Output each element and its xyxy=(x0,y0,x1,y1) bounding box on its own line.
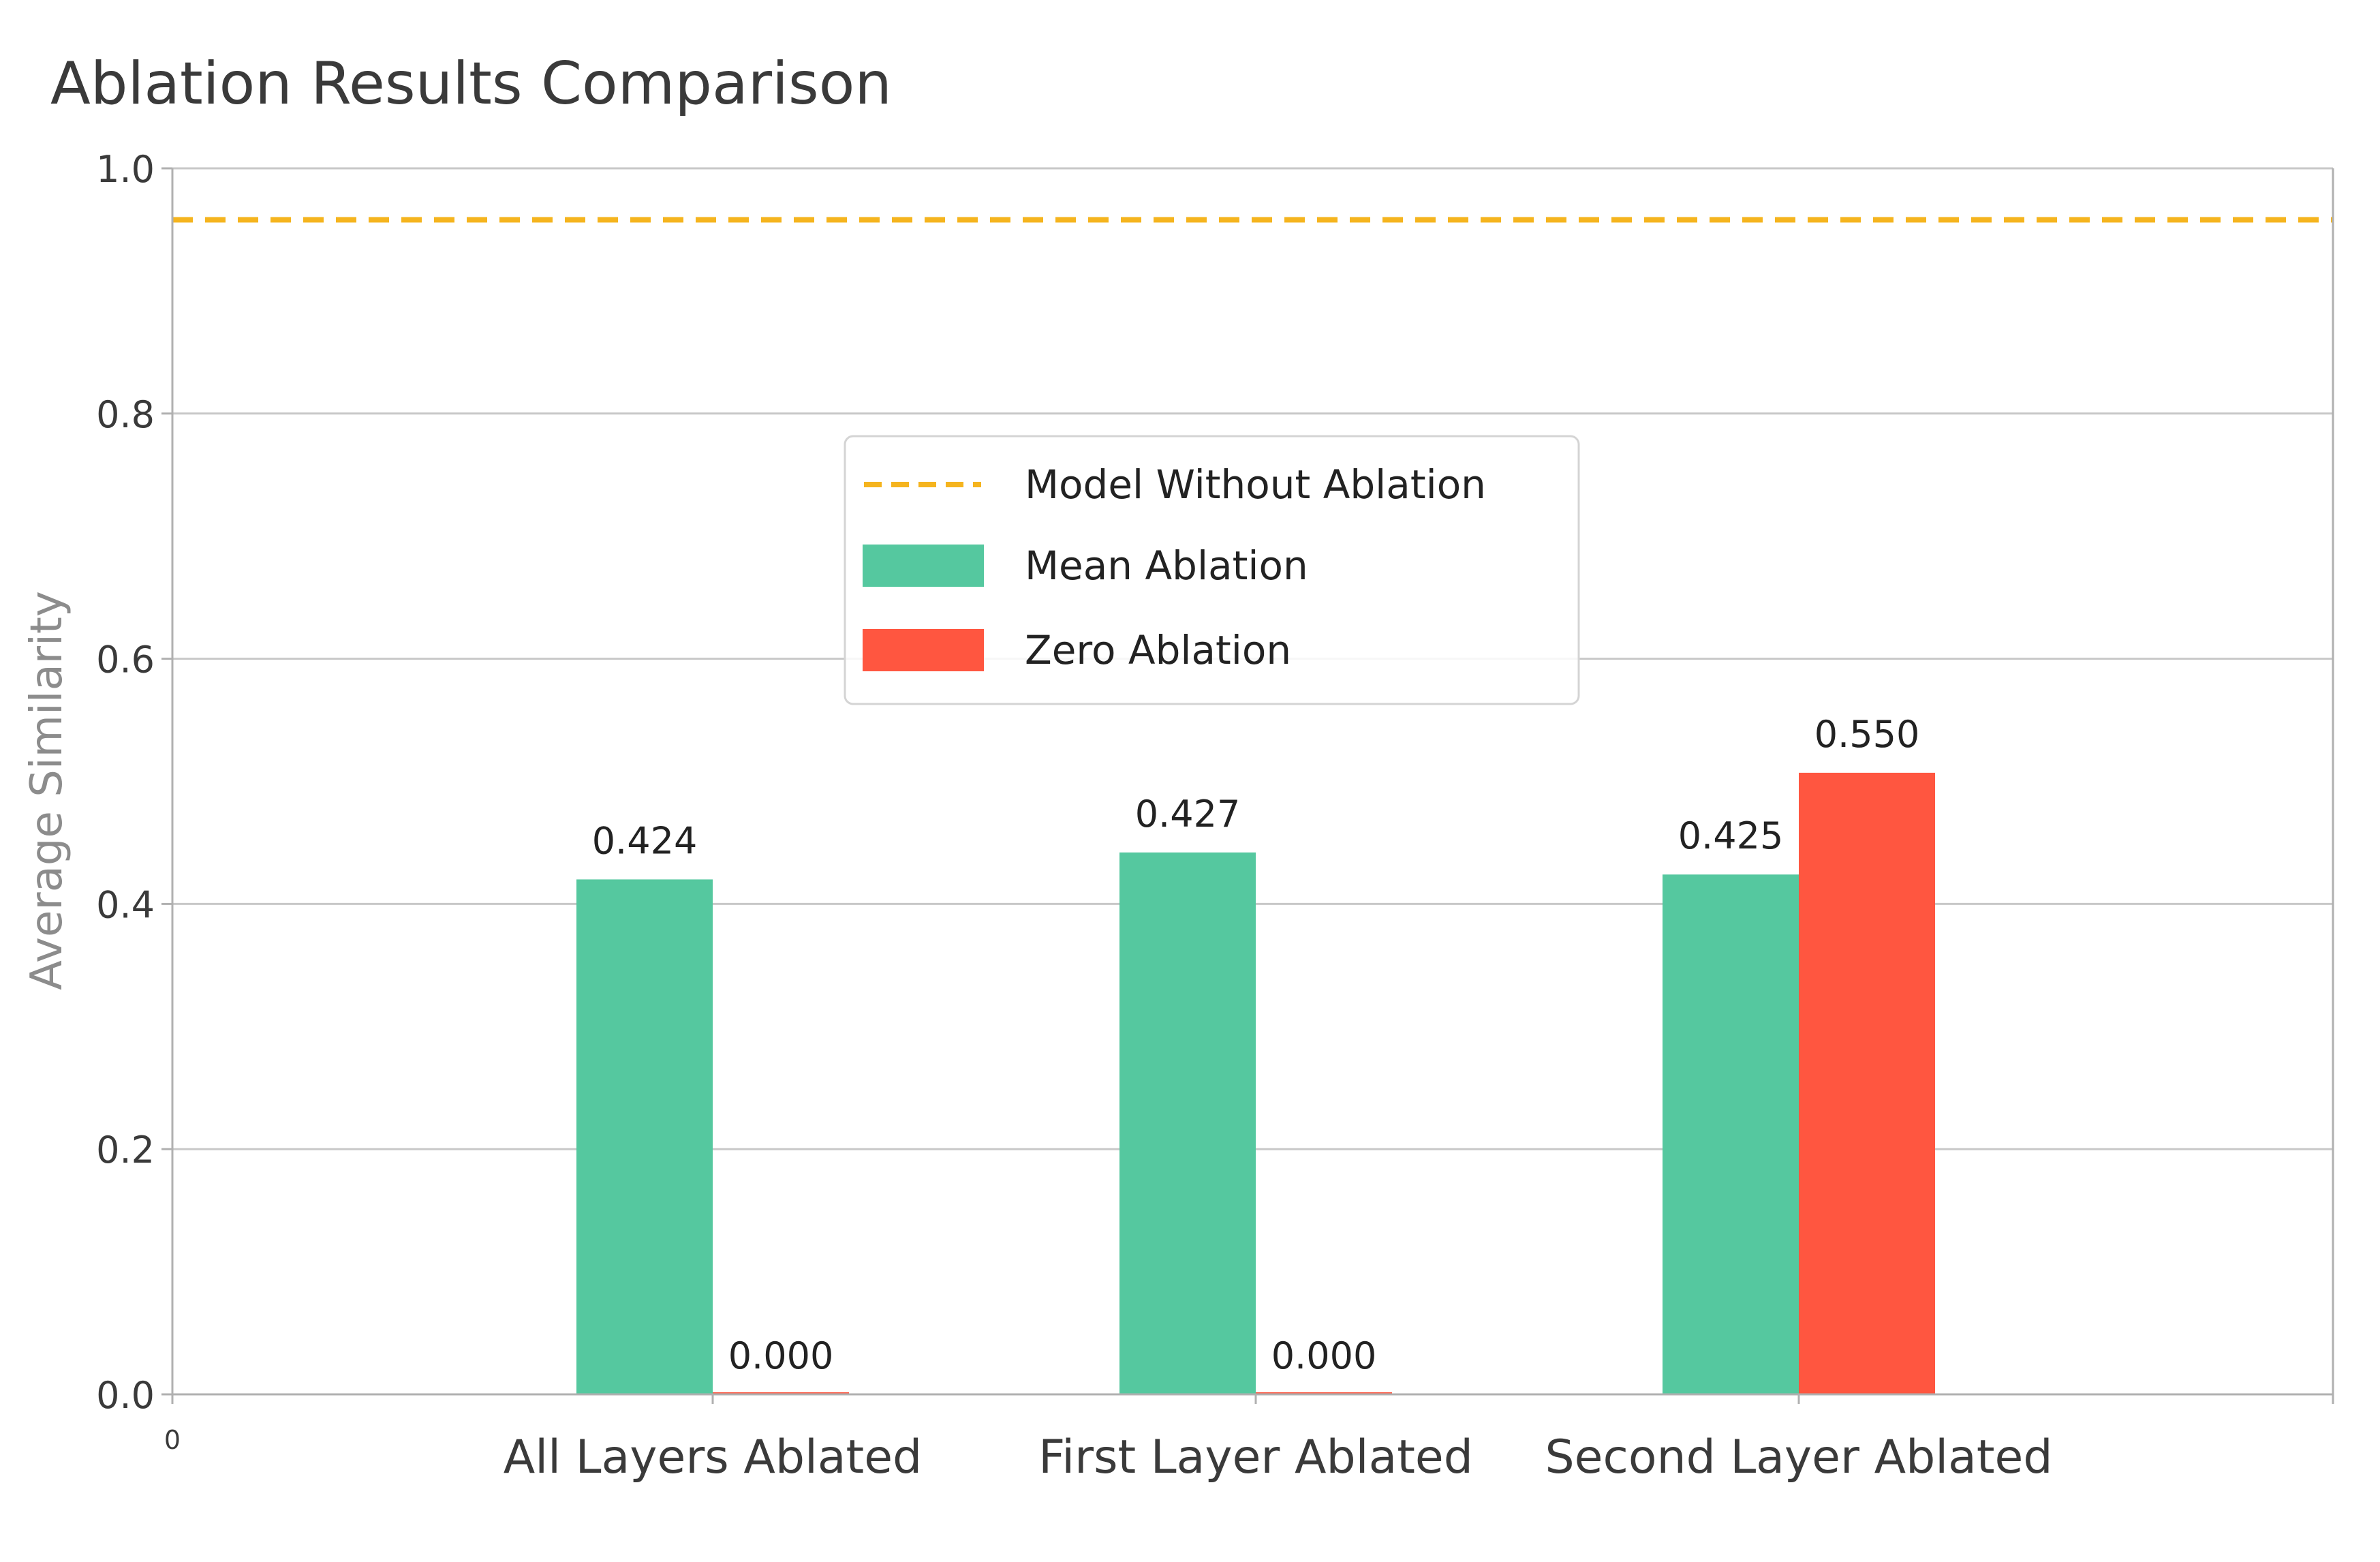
x-tick-label: Second Layer Ablated xyxy=(1545,1430,2053,1484)
x-tick-label: All Layers Ablated xyxy=(504,1430,922,1484)
legend: Model Without Ablation Mean Ablation Zero … xyxy=(844,435,1580,705)
y-tick-label: 0.8 xyxy=(96,393,155,436)
bar-zero-ablation xyxy=(1799,772,1935,1394)
y-tick-label: 0.0 xyxy=(96,1374,155,1417)
legend-item-mean-ablation: Mean Ablation xyxy=(1025,542,1308,589)
data-labels: 0.424 0.000 0.427 0.000 0.425 0.550 xyxy=(592,713,1920,1377)
data-label: 0.424 xyxy=(592,819,698,862)
y-tick-label: 0.6 xyxy=(96,639,155,682)
legend-item-model-without-ablation: Model Without Ablation xyxy=(1025,461,1486,508)
data-label: 0.425 xyxy=(1678,814,1784,857)
chart-title: Ablation Results Comparison xyxy=(50,50,892,118)
y-tick-label: 0.4 xyxy=(96,883,155,926)
legend-swatch xyxy=(863,545,984,587)
data-label: 0.427 xyxy=(1135,793,1241,836)
axes: 0.0 0.2 0.4 0.6 0.8 1.0 0 All Layers Ablated Fir… xyxy=(96,148,2334,1484)
legend-box xyxy=(844,435,1580,705)
data-label: 0.000 xyxy=(728,1334,834,1377)
bars xyxy=(576,772,1935,1394)
x-tick-label: First Layer Ablated xyxy=(1038,1430,1473,1484)
legend-item-zero-ablation: Zero Ablation xyxy=(1025,627,1291,673)
bar-mean-ablation xyxy=(1119,852,1256,1394)
bar-mean-ablation xyxy=(1663,874,1799,1394)
data-label: 0.550 xyxy=(1814,713,1920,756)
legend-swatch xyxy=(863,629,984,671)
data-label: 0.000 xyxy=(1271,1334,1377,1377)
x-origin-label: 0 xyxy=(164,1425,181,1455)
y-tick-label: 0.2 xyxy=(96,1129,155,1172)
y-axis-label: Average Similarity xyxy=(22,591,72,990)
y-tick-label: 1.0 xyxy=(96,148,155,191)
bar-mean-ablation xyxy=(576,879,713,1394)
